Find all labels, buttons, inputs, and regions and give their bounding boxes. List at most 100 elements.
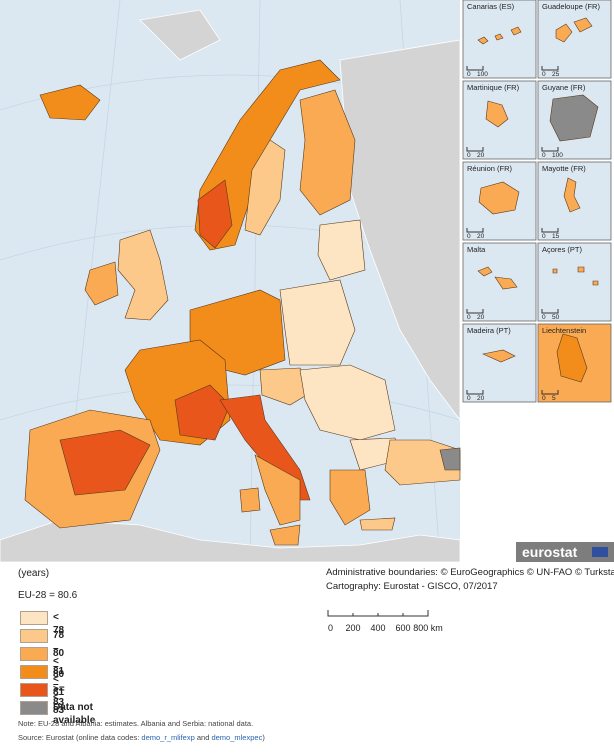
inset-label: Guadeloupe (FR) <box>542 2 600 11</box>
legend-swatch <box>20 629 48 643</box>
inset-label: Mayotte (FR) <box>542 164 586 173</box>
attribution: Administrative boundaries: © EuroGeograp… <box>326 567 614 578</box>
regions <box>24 59 461 546</box>
attribution: Cartography: Eurostat - GISCO, 07/2017 <box>326 581 498 592</box>
norway-sweden <box>194 59 341 251</box>
italy-south <box>254 454 301 526</box>
inset: Martinique (FR) 0 20 <box>462 80 537 160</box>
spain-centre <box>59 429 151 496</box>
inset: Mayotte (FR) 0 15 <box>537 161 612 241</box>
inset-scale-label: 0 <box>542 233 546 240</box>
source-link[interactable]: demo_r_mlifexp <box>141 733 195 742</box>
inset-land <box>563 177 581 213</box>
logo: eurostat <box>522 544 578 560</box>
legend-swatch <box>20 611 48 625</box>
note: Note: EU-28 and Albania: estimates. Alba… <box>18 719 254 728</box>
inset-label: Açores (PT) <box>542 245 583 254</box>
legend-swatch <box>20 665 48 679</box>
inset: Madeira (PT) 0 20 <box>462 323 537 403</box>
scale-bar: 0 200 400 600 800 km <box>327 610 443 633</box>
sweden-mid <box>244 139 286 236</box>
logo-box <box>516 542 614 562</box>
finland <box>299 89 356 216</box>
inset-label: Réunion (FR) <box>467 164 513 173</box>
baltics <box>317 219 366 281</box>
inset-scale-label: 0 <box>542 152 546 159</box>
inset-scale-label: 0 <box>467 233 471 240</box>
inset-label: Madeira (PT) <box>467 326 511 335</box>
legend-unit: (years) <box>18 568 50 579</box>
inset: Guadeloupe (FR) 0 25 <box>537 0 612 79</box>
source-prefix: Source: Eurostat (online data codes: <box>18 733 142 742</box>
inset-frame <box>537 242 612 322</box>
inset-land <box>477 26 522 45</box>
inset-scale-label: 100 <box>552 152 563 159</box>
shape <box>249 0 261 562</box>
greece <box>329 469 371 526</box>
scale-label: 800 km <box>413 623 443 633</box>
inset-scale-line <box>541 66 559 71</box>
scale-label: 600 <box>395 623 410 633</box>
inset-scale-label: 0 <box>467 152 471 159</box>
source-link[interactable]: demo_mlexpec <box>211 733 263 742</box>
legend-reference: EU-28 = 80.6 <box>18 590 78 601</box>
inset-land <box>482 349 516 363</box>
inset-scale-label: 50 <box>552 314 560 321</box>
scale-label: 400 <box>370 623 385 633</box>
inset-scale-line <box>541 228 559 233</box>
norway-west <box>197 179 233 249</box>
inset-scale-line <box>541 147 559 152</box>
poland <box>279 279 356 366</box>
shape <box>339 39 461 422</box>
inset-land <box>555 17 593 43</box>
inset-land <box>556 333 588 383</box>
inset-land <box>549 94 599 142</box>
insets: Canarias (ES) 0 100 Guadeloupe (FR) 0 25 Marti… <box>462 0 612 403</box>
inset-label: Canarias (ES) <box>467 2 515 11</box>
inset-label: Martinique (FR) <box>467 83 520 92</box>
legend-label: 80 – < 81 <box>53 648 65 698</box>
inset-label: Guyane (FR) <box>542 83 586 92</box>
source-joiner: and <box>194 733 212 742</box>
sicily <box>269 524 301 546</box>
sardinia <box>239 487 261 513</box>
inset-land <box>485 100 509 128</box>
inset-scale-label: 100 <box>477 71 488 78</box>
inset: Açores (PT) 0 50 <box>537 242 612 322</box>
inset-scale-line <box>466 390 484 395</box>
map: eurostat Canarias (ES) 0 100 Guadeloupe (FR… <box>0 0 614 562</box>
inset-scale-label: 20 <box>477 233 485 240</box>
inset: Canarias (ES) 0 100 <box>462 0 537 79</box>
inset-label: Liechtenstein <box>542 326 586 335</box>
inset-label: Malta <box>467 245 486 254</box>
legend-label: Data not available <box>53 702 96 726</box>
legend-label: < 78 <box>53 612 65 636</box>
inset: Réunion (FR) 0 20 <box>462 161 537 241</box>
inset-scale-label: 15 <box>552 233 560 240</box>
shape <box>0 519 461 562</box>
inset-land <box>478 181 520 215</box>
inset: Guyane (FR) 0 100 <box>537 80 612 160</box>
eu-flag <box>592 547 608 557</box>
inset-scale-line <box>541 390 559 395</box>
great-britain <box>117 229 169 321</box>
iceland <box>39 84 101 121</box>
legend-label: 78 – < 80 <box>53 630 65 680</box>
france-south <box>174 384 231 441</box>
source: Source: Eurostat (online data codes: dem… <box>18 733 265 742</box>
inset-scale-line <box>466 228 484 233</box>
inset-scale-label: 0 <box>467 395 471 402</box>
cyprus-crete <box>359 517 396 531</box>
scale-label: 200 <box>345 623 360 633</box>
inset-frame <box>462 323 537 403</box>
legend-swatch <box>20 701 48 715</box>
inset-land <box>477 266 518 290</box>
inset: Liechtenstein 0 5 <box>537 323 612 403</box>
inset-scale-label: 20 <box>477 395 485 402</box>
ireland <box>84 261 119 306</box>
inset: Malta 0 20 <box>462 242 537 322</box>
inset-scale-label: 0 <box>542 395 546 402</box>
shape <box>139 9 221 61</box>
legend-label: 81 – < 83 <box>53 666 65 716</box>
legend-swatch <box>20 647 48 661</box>
